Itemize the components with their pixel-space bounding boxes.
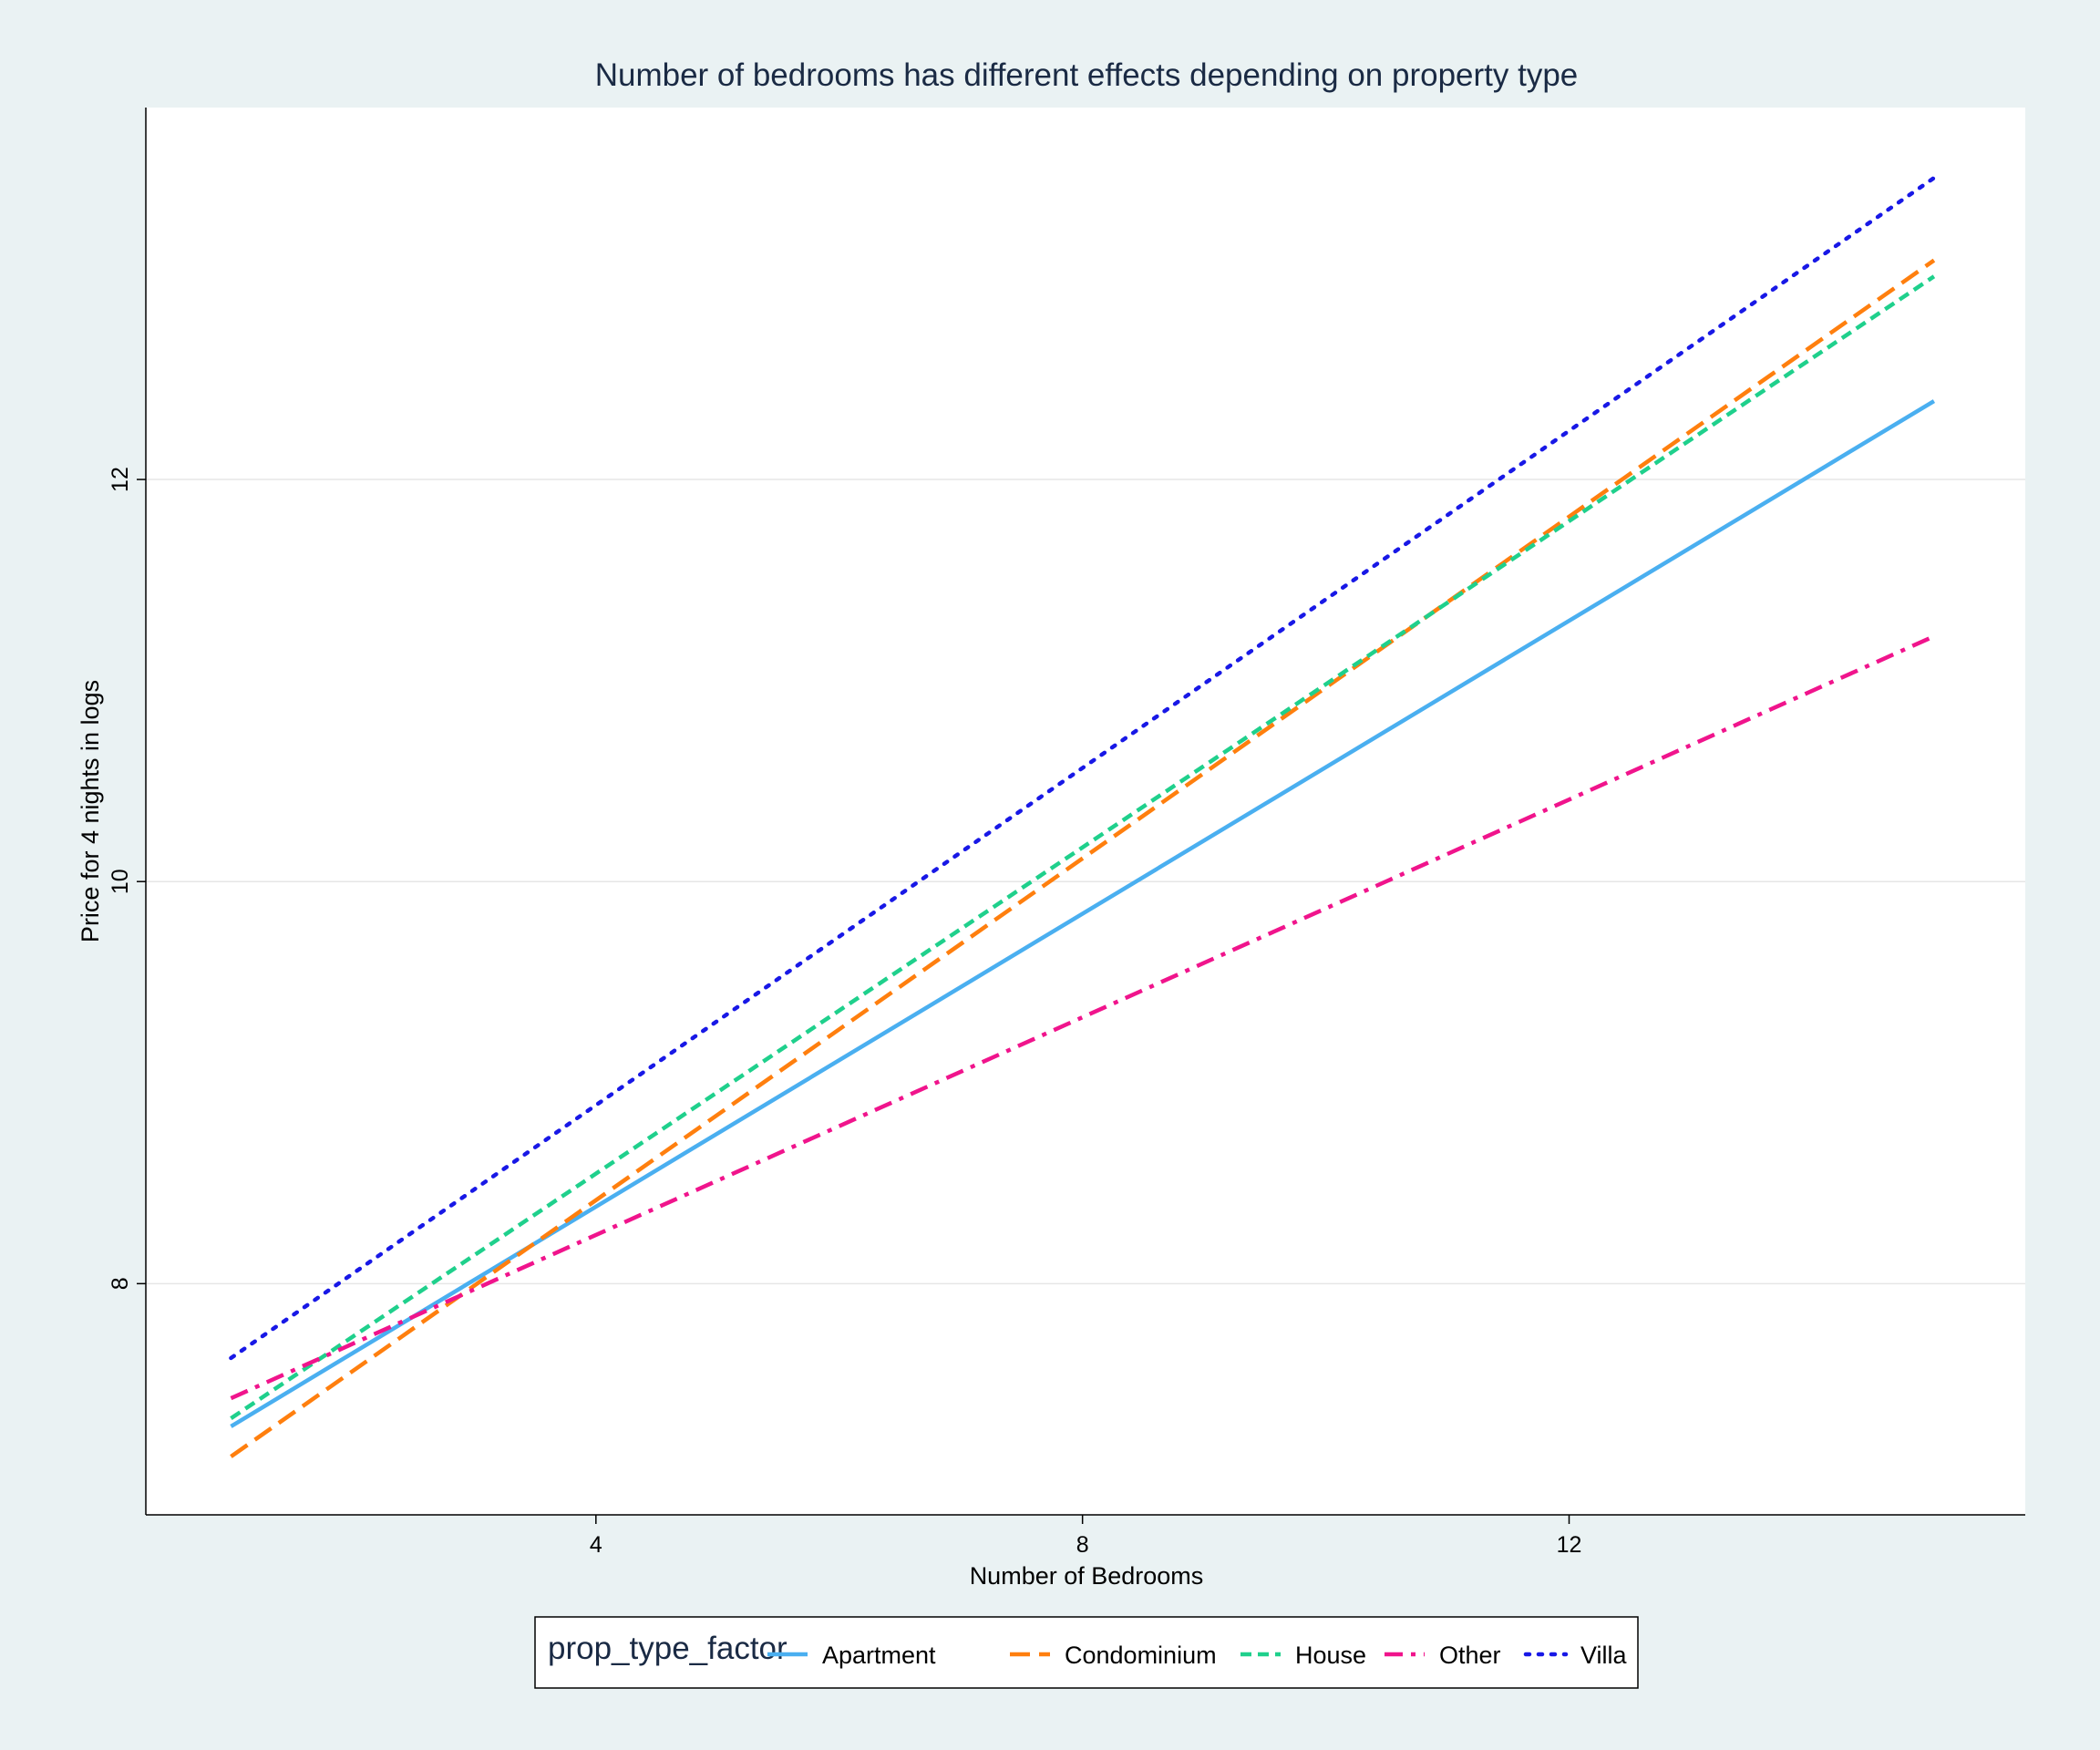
legend: prop_type_factor Apartment Condominium Hou… <box>534 1616 1639 1689</box>
legend-label-villa: Villa <box>1580 1642 1628 1669</box>
legend-label-house: House <box>1295 1642 1366 1669</box>
chart-title: Number of bedrooms has different effects… <box>595 57 1579 93</box>
y-tick-label: 12 <box>108 467 133 492</box>
legend-title: prop_type_factor <box>548 1631 788 1666</box>
legend-box <box>534 1616 1639 1689</box>
x-tick-label: 12 <box>1557 1532 1582 1558</box>
x-axis-label: Number of Bedrooms <box>970 1562 1204 1590</box>
legend-label-apartment: Apartment <box>822 1642 936 1669</box>
grid-lines <box>146 479 2025 1285</box>
series-line-condominium <box>230 258 1936 1458</box>
legend-label-other: Other <box>1439 1642 1501 1669</box>
x-tick-label: 8 <box>1076 1532 1089 1558</box>
y-tick-label: 10 <box>108 869 133 894</box>
plot-area <box>146 108 2025 1515</box>
x-tick-label: 4 <box>590 1532 602 1558</box>
legend-label-condominium: Condominium <box>1065 1642 1217 1669</box>
legend-items: Apartment Condominium House Other Villa <box>767 1642 1628 1669</box>
axes: 4 8 12 8 10 12 <box>108 108 2025 1558</box>
series-line-house <box>230 274 1936 1420</box>
series-line-apartment <box>230 399 1936 1428</box>
y-tick-label: 8 <box>108 1277 133 1290</box>
series-line-villa <box>229 175 1937 1361</box>
y-axis-label: Price for 4 nights in logs <box>77 680 104 942</box>
series-lines <box>229 175 1937 1458</box>
